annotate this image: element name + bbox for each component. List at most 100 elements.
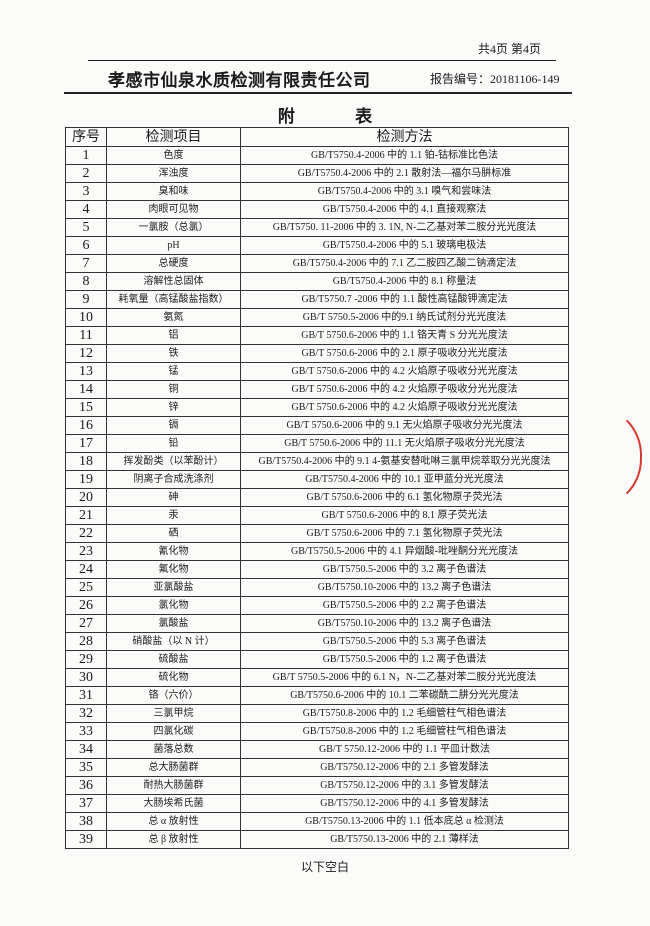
cell-method: GB/T 5750.6-2006 中的 4.2 火焰原子吸收分光光度法	[240, 380, 569, 399]
cell-item: 三氯甲烷	[106, 704, 241, 723]
cell-method: GB/T5750.5-2006 中的 1.2 离子色谱法	[240, 650, 569, 669]
cell-item: 汞	[106, 506, 241, 525]
cell-item: 砷	[106, 488, 241, 507]
cell-item: 总 β 放射性	[106, 830, 241, 849]
table-row: 9 耗氧量（高锰酸盐指数） GB/T5750.7 -2006 中的 1.1 酸性高锰…	[65, 290, 569, 309]
table-row: 17 铅 GB/T 5750.6-2006 中的 11.1 无火焰原子吸收分光光度法	[65, 434, 569, 453]
report-number: 报告编号：20181106-149	[430, 72, 560, 86]
cell-seq: 19	[65, 470, 107, 489]
cell-method: GB/T 5750.5-2006 中的 6.1 N，N-二乙基对苯二胺分光光度法	[240, 668, 569, 687]
table-row: 29 硫酸盐 GB/T5750.5-2006 中的 1.2 离子色谱法	[65, 650, 569, 669]
table-row: 37 大肠埃希氏菌 GB/T5750.12-2006 中的 4.1 多管发酵法	[65, 794, 569, 813]
table-row: 2 浑浊度 GB/T5750.4-2006 中的 2.1 散射法—福尔马肼标准	[65, 164, 569, 183]
cell-method: GB/T5750.8-2006 中的 1.2 毛细管柱气相色谱法	[240, 704, 569, 723]
table-row: 4 肉眼可见物 GB/T5750.4-2006 中的 4.1 直接观察法	[65, 200, 569, 219]
cell-seq: 3	[65, 182, 107, 201]
cell-seq: 38	[65, 812, 107, 831]
cell-method: GB/T5750.5-2006 中的 2.2 离子色谱法	[240, 596, 569, 615]
cell-item: 硫化物	[106, 668, 241, 687]
table-row: 1 色度 GB/T5750.4-2006 中的 1.1 铂-钴标准比色法	[65, 146, 569, 165]
cell-seq: 12	[65, 344, 107, 363]
cell-method: GB/T 5750.6-2006 中的 6.1 氢化物原子荧光法	[240, 488, 569, 507]
cell-seq: 15	[65, 398, 107, 417]
blank-below-note: 以下空白	[300, 860, 349, 874]
cell-item: 硝酸盐（以 N 计）	[106, 632, 241, 651]
cell-item: 硒	[106, 524, 241, 543]
methods-table: 序号 检测项目 检测方法 1 色度 GB/T5750.4-2006 中的 1.1 铂…	[65, 127, 569, 849]
cell-seq: 26	[65, 596, 107, 615]
cell-seq: 2	[65, 164, 107, 183]
cell-seq: 7	[65, 254, 107, 273]
cell-item: 铬（六价）	[106, 686, 241, 705]
cell-method: GB/T5750.4-2006 中的 8.1 称量法	[240, 272, 569, 291]
cell-item: 氯化物	[106, 596, 241, 615]
cell-method: GB/T 5750.6-2006 中的 9.1 无火焰原子吸收分光光度法	[240, 416, 569, 435]
cell-method: GB/T 5750.6-2006 中的 4.2 火焰原子吸收分光光度法	[240, 362, 569, 381]
cell-seq: 30	[65, 668, 107, 687]
cell-item: 锌	[106, 398, 241, 417]
header-rule	[88, 60, 556, 61]
column-header-item: 检测项目	[106, 127, 241, 147]
cell-seq: 18	[65, 452, 107, 471]
cell-item: 色度	[106, 146, 241, 165]
cell-item: 溶解性总固体	[106, 272, 241, 291]
cell-seq: 33	[65, 722, 107, 741]
cell-method: GB/T 5750.6-2006 中的 7.1 氢化物原子荧光法	[240, 524, 569, 543]
table-row: 31 铬（六价） GB/T5750.6-2006 中的 10.1 二苯碳酰二肼分光光…	[65, 686, 569, 705]
column-header-method: 检测方法	[240, 127, 569, 147]
cell-method: GB/T5750.4-2006 中的 9.1 4-氨基安替吡啉三氯甲烷萃取分光光…	[240, 452, 569, 471]
cell-seq: 14	[65, 380, 107, 399]
cell-method: GB/T5750.12-2006 中的 3.1 多管发酵法	[240, 776, 569, 795]
cell-method: GB/T5750. 11-2006 中的 3. 1N, N-二乙基对苯二胺分光光…	[240, 218, 569, 237]
table-row: 23 氰化物 GB/T5750.5-2006 中的 4.1 异烟酸-吡唑酮分光光度法	[65, 542, 569, 561]
cell-item: 一氯胺（总氯）	[106, 218, 241, 237]
cell-method: GB/T 5750.6-2006 中的 11.1 无火焰原子吸收分光光度法	[240, 434, 569, 453]
cell-seq: 37	[65, 794, 107, 813]
cell-item: 铅	[106, 434, 241, 453]
page-info: 共4页 第4页	[478, 42, 542, 56]
table-row: 22 硒 GB/T 5750.6-2006 中的 7.1 氢化物原子荧光法	[65, 524, 569, 543]
cell-seq: 13	[65, 362, 107, 381]
cell-seq: 29	[65, 650, 107, 669]
table-row: 7 总硬度 GB/T5750.4-2006 中的 7.1 乙二胺四乙酸二钠滴定法	[65, 254, 569, 273]
cell-item: 大肠埃希氏菌	[106, 794, 241, 813]
cell-item: 阴离子合成洗涤剂	[106, 470, 241, 489]
table-row: 34 菌落总数 GB/T 5750.12-2006 中的 1.1 平皿计数法	[65, 740, 569, 759]
cell-item: 耗氧量（高锰酸盐指数）	[106, 290, 241, 309]
table-header-row: 序号 检测项目 检测方法	[65, 127, 569, 147]
cell-method: GB/T5750.10-2006 中的 13.2 离子色谱法	[240, 578, 569, 597]
cell-item: 氨氮	[106, 308, 241, 327]
table-row: 33 四氯化碳 GB/T5750.8-2006 中的 1.2 毛细管柱气相色谱法	[65, 722, 569, 741]
cell-method: GB/T5750.8-2006 中的 1.2 毛细管柱气相色谱法	[240, 722, 569, 741]
cell-method: GB/T5750.10-2006 中的 13.2 离子色谱法	[240, 614, 569, 633]
table-row: 27 氯酸盐 GB/T5750.10-2006 中的 13.2 离子色谱法	[65, 614, 569, 633]
table-row: 39 总 β 放射性 GB/T5750.13-2006 中的 2.1 薄样法	[65, 830, 569, 849]
table-row: 5 一氯胺（总氯） GB/T5750. 11-2006 中的 3. 1N, N-二乙…	[65, 218, 569, 237]
cell-seq: 32	[65, 704, 107, 723]
table-row: 38 总 α 放射性 GB/T5750.13-2006 中的 1.1 低本底总 α …	[65, 812, 569, 831]
cell-item: 镉	[106, 416, 241, 435]
table-row: 32 三氯甲烷 GB/T5750.8-2006 中的 1.2 毛细管柱气相色谱法	[65, 704, 569, 723]
cell-item: 铝	[106, 326, 241, 345]
cell-item: 锰	[106, 362, 241, 381]
table-row: 11 铝 GB/T 5750.6-2006 中的 1.1 铬天青 S 分光光度法	[65, 326, 569, 345]
page-title: 附 表	[277, 107, 401, 126]
cell-seq: 31	[65, 686, 107, 705]
cell-item: 浑浊度	[106, 164, 241, 183]
cell-seq: 24	[65, 560, 107, 579]
table-row: 12 铁 GB/T 5750.6-2006 中的 2.1 原子吸收分光光度法	[65, 344, 569, 363]
cell-item: 四氯化碳	[106, 722, 241, 741]
cell-method: GB/T5750.4-2006 中的 7.1 乙二胺四乙酸二钠滴定法	[240, 254, 569, 273]
table-row: 26 氯化物 GB/T5750.5-2006 中的 2.2 离子色谱法	[65, 596, 569, 615]
table-row: 21 汞 GB/T 5750.6-2006 中的 8.1 原子荧光法	[65, 506, 569, 525]
table-row: 16 镉 GB/T 5750.6-2006 中的 9.1 无火焰原子吸收分光光度法	[65, 416, 569, 435]
cell-seq: 36	[65, 776, 107, 795]
table-row: 14 铜 GB/T 5750.6-2006 中的 4.2 火焰原子吸收分光光度法	[65, 380, 569, 399]
table-row: 13 锰 GB/T 5750.6-2006 中的 4.2 火焰原子吸收分光光度法	[65, 362, 569, 381]
cell-method: GB/T 5750.6-2006 中的 2.1 原子吸收分光光度法	[240, 344, 569, 363]
cell-seq: 5	[65, 218, 107, 237]
table-row: 18 挥发酚类（以苯酚计） GB/T5750.4-2006 中的 9.1 4-氨基安…	[65, 452, 569, 471]
cell-item: 总大肠菌群	[106, 758, 241, 777]
cell-method: GB/T5750.13-2006 中的 2.1 薄样法	[240, 830, 569, 849]
cell-item: 硫酸盐	[106, 650, 241, 669]
